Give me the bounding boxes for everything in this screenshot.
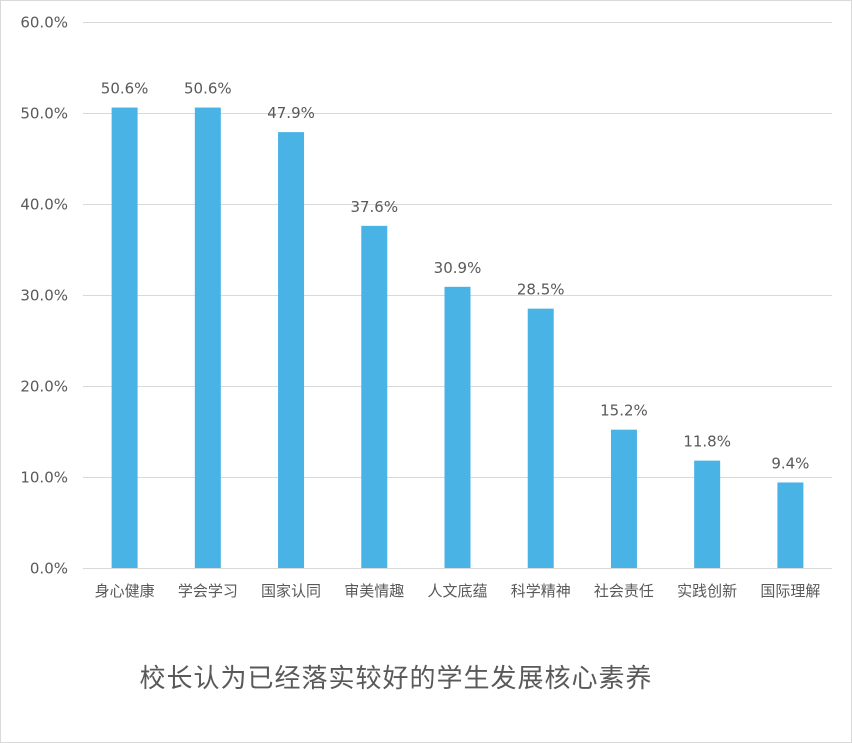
data-label: 15.2%	[600, 402, 648, 420]
x-tick-label: 人文底蕴	[427, 582, 487, 600]
x-tick-label: 身心健康	[95, 582, 155, 600]
x-axis-labels: 身心健康 学会学习 国家认同 审美情趣 人文底蕴 科学精神 社会责任 实践创新 国际理解	[95, 582, 821, 600]
x-tick-label: 国际理解	[760, 582, 820, 600]
y-axis-ticks: 0.0% 10.0% 20.0% 30.0% 40.0% 50.0% 60.0%	[20, 14, 68, 578]
data-label: 28.5%	[517, 281, 565, 299]
x-tick-label: 学会学习	[178, 582, 238, 600]
y-tick-label: 0.0%	[30, 560, 68, 578]
y-tick-label: 60.0%	[20, 14, 68, 32]
data-label: 11.8%	[683, 433, 731, 451]
bar	[278, 132, 305, 569]
chart-title: 校长认为已经落实较好的学生发展核心素养	[0, 658, 852, 695]
data-labels: 50.6% 50.6% 47.9% 37.6% 30.9% 28.5% 15.2% 11.8%…	[101, 80, 810, 473]
y-tick-label: 40.0%	[20, 196, 68, 214]
data-label: 30.9%	[434, 259, 482, 277]
y-tick-label: 50.0%	[20, 105, 68, 123]
data-label: 9.4%	[771, 454, 809, 472]
bar	[194, 107, 221, 568]
y-tick-label: 10.0%	[20, 469, 68, 487]
bar	[610, 429, 637, 568]
bar	[527, 308, 554, 568]
bar	[694, 460, 721, 568]
bars	[111, 107, 804, 569]
data-label: 50.6%	[184, 80, 232, 98]
x-tick-label: 科学精神	[511, 582, 571, 600]
chart-title-text: 校长认为已经落实较好的学生发展核心素养	[139, 664, 653, 694]
data-label: 50.6%	[101, 80, 149, 98]
data-label: 37.6%	[350, 198, 398, 216]
bar	[777, 482, 804, 568]
bar	[444, 286, 471, 568]
data-label: 47.9%	[267, 104, 315, 122]
bar	[111, 107, 138, 568]
y-tick-label: 20.0%	[20, 378, 68, 396]
x-tick-label: 社会责任	[594, 582, 654, 600]
x-tick-label: 国家认同	[261, 582, 321, 600]
y-tick-label: 30.0%	[20, 287, 68, 305]
bar	[361, 225, 388, 568]
x-tick-label: 实践创新	[677, 582, 737, 600]
x-tick-label: 审美情趣	[344, 582, 404, 600]
